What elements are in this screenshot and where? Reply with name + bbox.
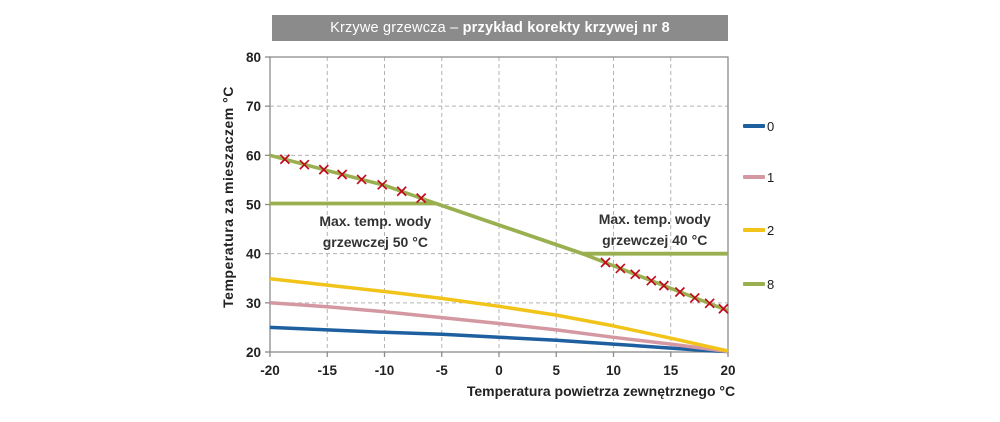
legend-item-8: 8 [743,272,774,296]
y-axis-title: Temperatura za mieszaczem °C [220,86,236,308]
x-tick-label: 5 [552,363,560,378]
legend-item-1: 1 [743,165,774,189]
legend-label-1: 1 [767,169,775,185]
x-marker [356,174,367,185]
x-marker [337,169,348,180]
legend-swatch-0 [743,124,765,128]
x-marker [279,154,290,165]
x-marker [646,275,657,286]
x-tick-label: 15 [663,363,679,378]
chart-title-bar: Krzywe grzewcza – przykład korekty krzyw… [272,15,728,41]
legend-item-2: 2 [743,218,774,242]
x-tick-label: -15 [317,363,337,378]
y-tick-label: 30 [246,296,261,311]
x-tick-label: 20 [720,363,735,378]
chart-title-prefix: Krzywe grzewcza – [330,20,463,36]
legend-swatch-1 [743,175,765,179]
y-tick-label: 50 [246,198,261,213]
y-tick-label: 20 [246,345,261,360]
chart-title-bold: przykład korekty krzywej nr 8 [462,20,670,36]
x-marker [600,257,611,268]
x-marker [674,286,686,298]
x-marker [689,292,700,304]
x-marker [704,298,715,309]
series-8-original-left [269,153,437,206]
legend-item-0: 0 [743,114,774,138]
annotation: Max. temp. wody grzewczej 40 °C [599,211,711,248]
x-tick-label: -10 [375,363,395,378]
annotation: Max. temp. wody grzewczej 50 °C [319,213,431,250]
y-tick-label: 70 [246,99,261,114]
legend-label-8: 8 [767,276,775,292]
x-marker [718,303,729,314]
series-2 [269,276,729,353]
x-tick-label: 0 [495,363,503,378]
x-marker [416,193,427,204]
x-tick-label: -5 [436,363,448,378]
legend-label-0: 0 [767,118,775,134]
x-marker [396,186,407,197]
x-axis-title: Temperatura powietrza zewnętrznego °C [467,383,735,399]
x-marker [377,179,388,190]
x-marker [318,164,329,175]
series-0 [269,325,729,354]
x-marker [615,263,626,274]
series-1 [269,301,729,354]
x-tick-label: -20 [260,363,280,378]
x-marker [658,280,669,291]
legend-label-2: 2 [767,222,775,238]
x-marker [299,159,310,170]
y-tick-label: 40 [246,247,261,262]
x-tick-label: 10 [606,363,621,378]
y-tick-label: 60 [246,148,261,163]
x-marker [630,269,641,280]
y-tick-label: 80 [246,50,261,65]
legend-swatch-8 [743,282,765,286]
series-8-corrected [270,201,728,256]
legend-swatch-2 [743,228,765,232]
